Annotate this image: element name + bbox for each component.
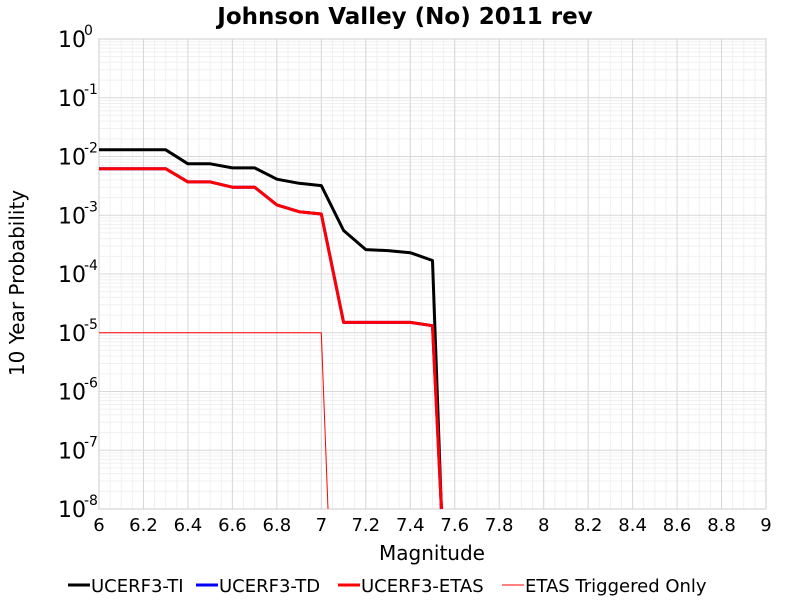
legend-label: UCERF3-TI	[91, 576, 184, 597]
plot-frame	[98, 38, 767, 510]
y-tick-exponent: 0	[84, 23, 93, 39]
y-tick-exponent: -5	[84, 317, 98, 333]
x-tick-label: 7.4	[396, 515, 425, 536]
y-tick-label: 10	[58, 381, 86, 406]
y-tick-label: 10	[58, 322, 86, 347]
y-tick-label: 10	[58, 263, 86, 288]
y-tick-exponent: -2	[84, 141, 98, 157]
x-tick-label: 6.4	[174, 515, 203, 536]
y-tick-exponent: -8	[84, 493, 98, 509]
series-line-0	[99, 148, 443, 510]
x-tick-label: 8.8	[707, 515, 736, 536]
legend-label: UCERF3-ETAS	[361, 576, 484, 597]
legend-label: UCERF3-TD	[219, 576, 320, 597]
x-tick-label: 7.6	[440, 515, 469, 536]
legend: UCERF3-TI UCERF3-TD UCERF3-ETAS ETAS Trigge…	[68, 576, 707, 597]
y-tick-label: 10	[58, 498, 86, 523]
x-tick-label: 6.6	[218, 515, 247, 536]
series-line-2	[99, 167, 443, 510]
y-tick-label: 10	[58, 28, 86, 53]
x-tick-label: 7.2	[351, 515, 380, 536]
x-tick-label: 7	[316, 515, 327, 536]
y-tick-exponent: -7	[84, 434, 98, 450]
x-tick-label: 8.6	[663, 515, 692, 536]
y-tick-exponent: -6	[84, 376, 98, 392]
x-tick-label: 8	[538, 515, 549, 536]
x-tick-label: 6.8	[263, 515, 292, 536]
x-tick-label: 7.8	[485, 515, 514, 536]
x-tick-label: 8.2	[574, 515, 603, 536]
grid-major	[98, 38, 767, 510]
y-tick-label: 10	[58, 439, 86, 464]
y-tick-exponent: -1	[84, 82, 98, 98]
x-tick-label: 9	[760, 515, 771, 536]
legend-label: ETAS Triggered Only	[525, 576, 707, 597]
series-layer	[99, 148, 443, 510]
y-tick-exponent: -3	[84, 199, 98, 215]
y-tick-label: 10	[58, 87, 86, 112]
x-tick-label: 6.2	[129, 515, 158, 536]
x-tick-label: 6	[93, 515, 104, 536]
x-tick-label: 8.4	[618, 515, 647, 536]
y-axis-label: 10 Year Probability	[5, 190, 29, 376]
chart-title: Johnson Valley (No) 2011 rev	[215, 4, 592, 30]
y-tick-exponent: -4	[84, 258, 98, 274]
y-tick-label: 10	[58, 146, 86, 171]
series-line-3	[99, 332, 329, 510]
x-axis-label: Magnitude	[379, 541, 485, 565]
x-tick-labels: 6 6.2 6.4 6.6 6.8 7 7.2 7.4 7.6 7.8 8 8.2 8.4 8.6 8.8 9	[93, 515, 771, 536]
y-tick-label: 10	[58, 204, 86, 229]
